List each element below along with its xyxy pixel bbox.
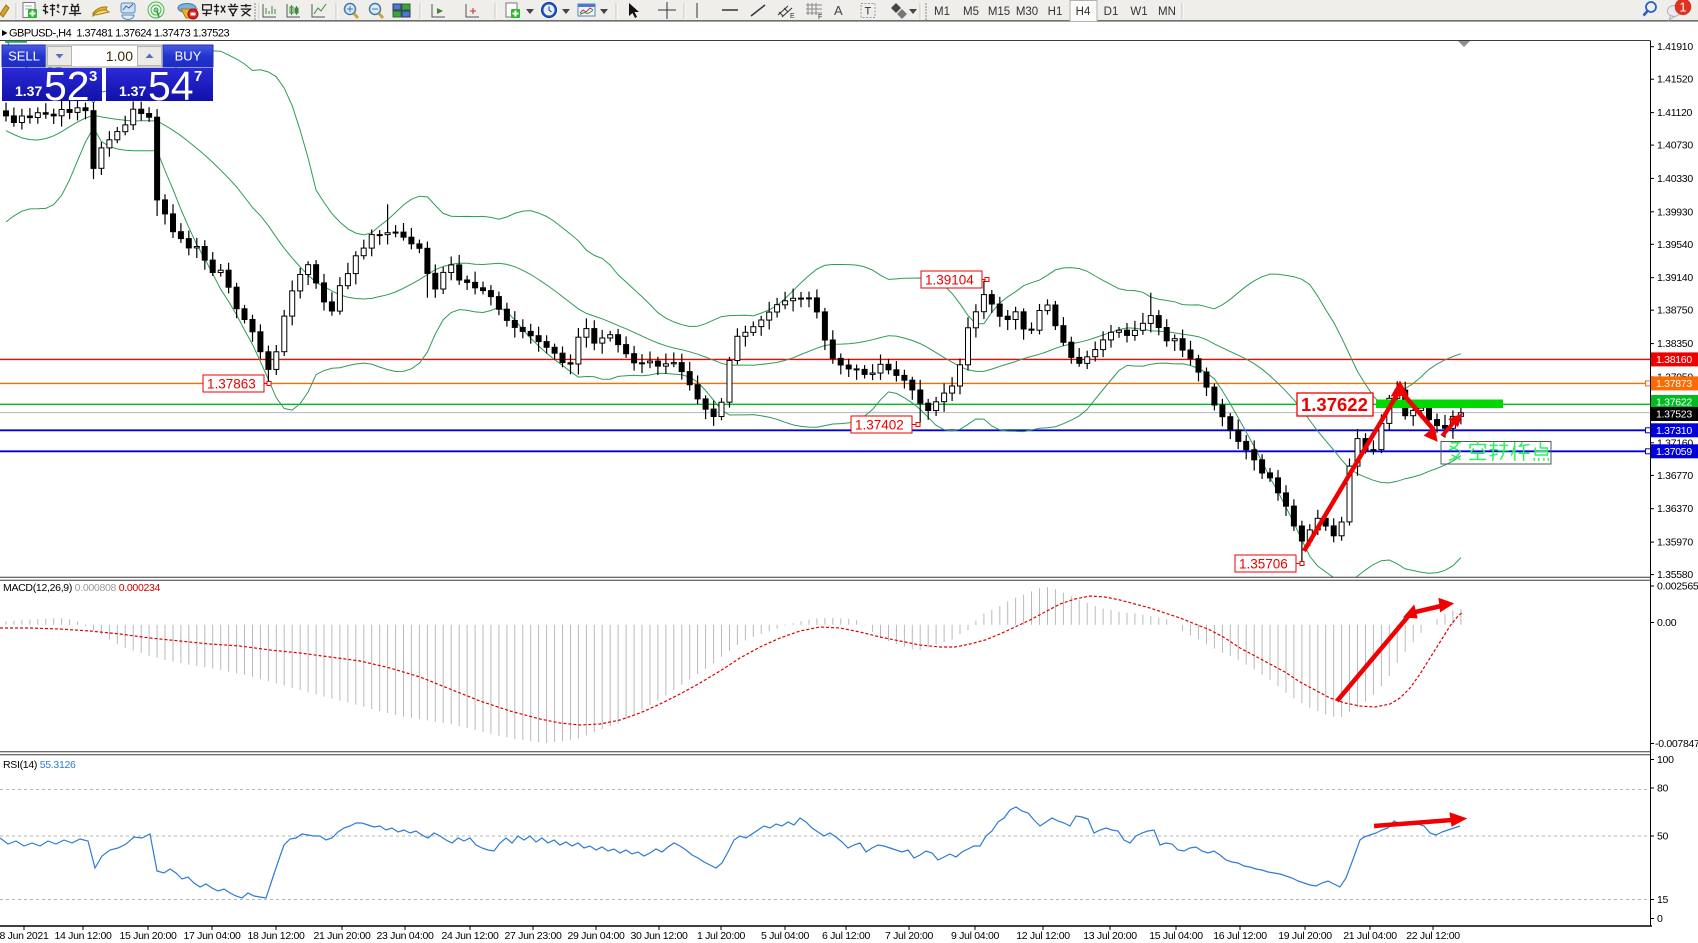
svg-text:3: 3 [89,68,97,85]
svg-text:1.37059: 1.37059 [1656,446,1692,458]
svg-text:W1: W1 [1130,6,1147,18]
svg-text:16 Jul 12:00: 16 Jul 12:00 [1213,930,1267,942]
svg-text:7: 7 [194,68,202,85]
svg-text:1.37523: 1.37523 [1656,409,1692,421]
svg-text:1.35580: 1.35580 [1657,569,1693,581]
svg-text:1 Jul 20:00: 1 Jul 20:00 [697,930,746,942]
svg-text:1.37310: 1.37310 [1656,425,1692,437]
svg-text:0: 0 [1657,913,1663,925]
svg-text:29 Jun 04:00: 29 Jun 04:00 [567,930,625,942]
svg-text:M5: M5 [963,6,979,18]
svg-text:8 Jun 2021: 8 Jun 2021 [0,930,49,942]
svg-text:RSI(14) 55.3126: RSI(14) 55.3126 [3,759,76,771]
svg-text:5 Jul 04:00: 5 Jul 04:00 [761,930,810,942]
svg-text:1.38350: 1.38350 [1657,338,1693,350]
svg-text:6 Jul 12:00: 6 Jul 12:00 [822,930,871,942]
svg-text:M15: M15 [988,6,1010,18]
svg-text:M30: M30 [1016,6,1038,18]
svg-text:1.36370: 1.36370 [1657,503,1693,515]
svg-text:15: 15 [1657,894,1669,906]
svg-text:1.40730: 1.40730 [1657,140,1693,152]
svg-text:1.00: 1.00 [106,48,133,64]
svg-text:1: 1 [1680,1,1687,15]
svg-text:7 Jul 20:00: 7 Jul 20:00 [885,930,934,942]
svg-text:1.37873: 1.37873 [1656,378,1692,390]
svg-text:1.35706: 1.35706 [1239,557,1288,572]
svg-text:17 Jun 04:00: 17 Jun 04:00 [183,930,241,942]
svg-text:54: 54 [148,63,194,109]
svg-text:80: 80 [1657,783,1669,795]
svg-text:1.41910: 1.41910 [1657,41,1693,53]
svg-text:0.002565: 0.002565 [1657,581,1698,593]
svg-text:H1: H1 [1048,6,1063,18]
svg-text:18 Jun 12:00: 18 Jun 12:00 [247,930,305,942]
svg-text:30 Jun 12:00: 30 Jun 12:00 [630,930,688,942]
svg-text:D1: D1 [1104,6,1119,18]
svg-text:22 Jul 12:00: 22 Jul 12:00 [1406,930,1460,942]
svg-text:1.37863: 1.37863 [207,377,256,392]
svg-text:H4: H4 [1076,6,1091,18]
svg-text:50: 50 [1657,831,1669,843]
svg-text:MACD(12,26,9) 0.000808 0.00023: MACD(12,26,9) 0.000808 0.000234 [3,582,161,594]
svg-text:19 Jul 20:00: 19 Jul 20:00 [1278,930,1332,942]
svg-text:1.37622: 1.37622 [1301,394,1368,415]
svg-text:GBPUSD-,H4 1.37481 1.37624 1.: GBPUSD-,H4 1.37481 1.37624 1.37473 1.375… [9,28,229,40]
svg-text:15 Jul 04:00: 15 Jul 04:00 [1149,930,1203,942]
svg-text:24 Jun 12:00: 24 Jun 12:00 [441,930,499,942]
svg-text:1.35970: 1.35970 [1657,537,1693,549]
svg-text:1.37402: 1.37402 [855,418,904,433]
svg-text:21 Jul 04:00: 21 Jul 04:00 [1343,930,1397,942]
svg-text:1.41120: 1.41120 [1657,107,1693,119]
svg-text:SELL: SELL [8,49,40,64]
svg-text:100: 100 [1657,754,1674,766]
svg-text:1.38750: 1.38750 [1657,305,1693,317]
svg-text:1.37: 1.37 [15,83,42,99]
svg-text:1.39540: 1.39540 [1657,239,1693,251]
svg-text:13 Jul 20:00: 13 Jul 20:00 [1083,930,1137,942]
svg-text:F: F [818,14,822,21]
svg-text:1.40330: 1.40330 [1657,173,1693,185]
svg-text:-0.007847: -0.007847 [1655,738,1698,750]
svg-text:23 Jun 04:00: 23 Jun 04:00 [376,930,434,942]
svg-text:21 Jun 20:00: 21 Jun 20:00 [313,930,371,942]
svg-text:14 Jun 12:00: 14 Jun 12:00 [54,930,112,942]
svg-text:M1: M1 [934,6,950,18]
svg-text:1.39930: 1.39930 [1657,206,1693,218]
svg-text:1.37622: 1.37622 [1656,397,1692,409]
svg-text:1.36770: 1.36770 [1657,470,1693,482]
svg-text:T: T [865,6,872,18]
svg-text:MN: MN [1158,6,1176,18]
svg-text:15 Jun 20:00: 15 Jun 20:00 [119,930,177,942]
svg-text:52: 52 [44,63,90,109]
svg-text:27 Jun 23:00: 27 Jun 23:00 [504,930,562,942]
svg-text:9 Jul 04:00: 9 Jul 04:00 [951,930,1000,942]
svg-text:1.39104: 1.39104 [925,273,974,288]
svg-text:0.00: 0.00 [1657,617,1677,629]
svg-text:A: A [834,3,843,18]
svg-text:E: E [790,13,795,20]
svg-text:12 Jul 12:00: 12 Jul 12:00 [1016,930,1070,942]
svg-text:BUY: BUY [175,49,202,64]
svg-text:1.37: 1.37 [119,83,146,99]
svg-text:1.39140: 1.39140 [1657,272,1693,284]
svg-text:1.41520: 1.41520 [1657,74,1693,86]
svg-text:1.38160: 1.38160 [1656,354,1692,366]
